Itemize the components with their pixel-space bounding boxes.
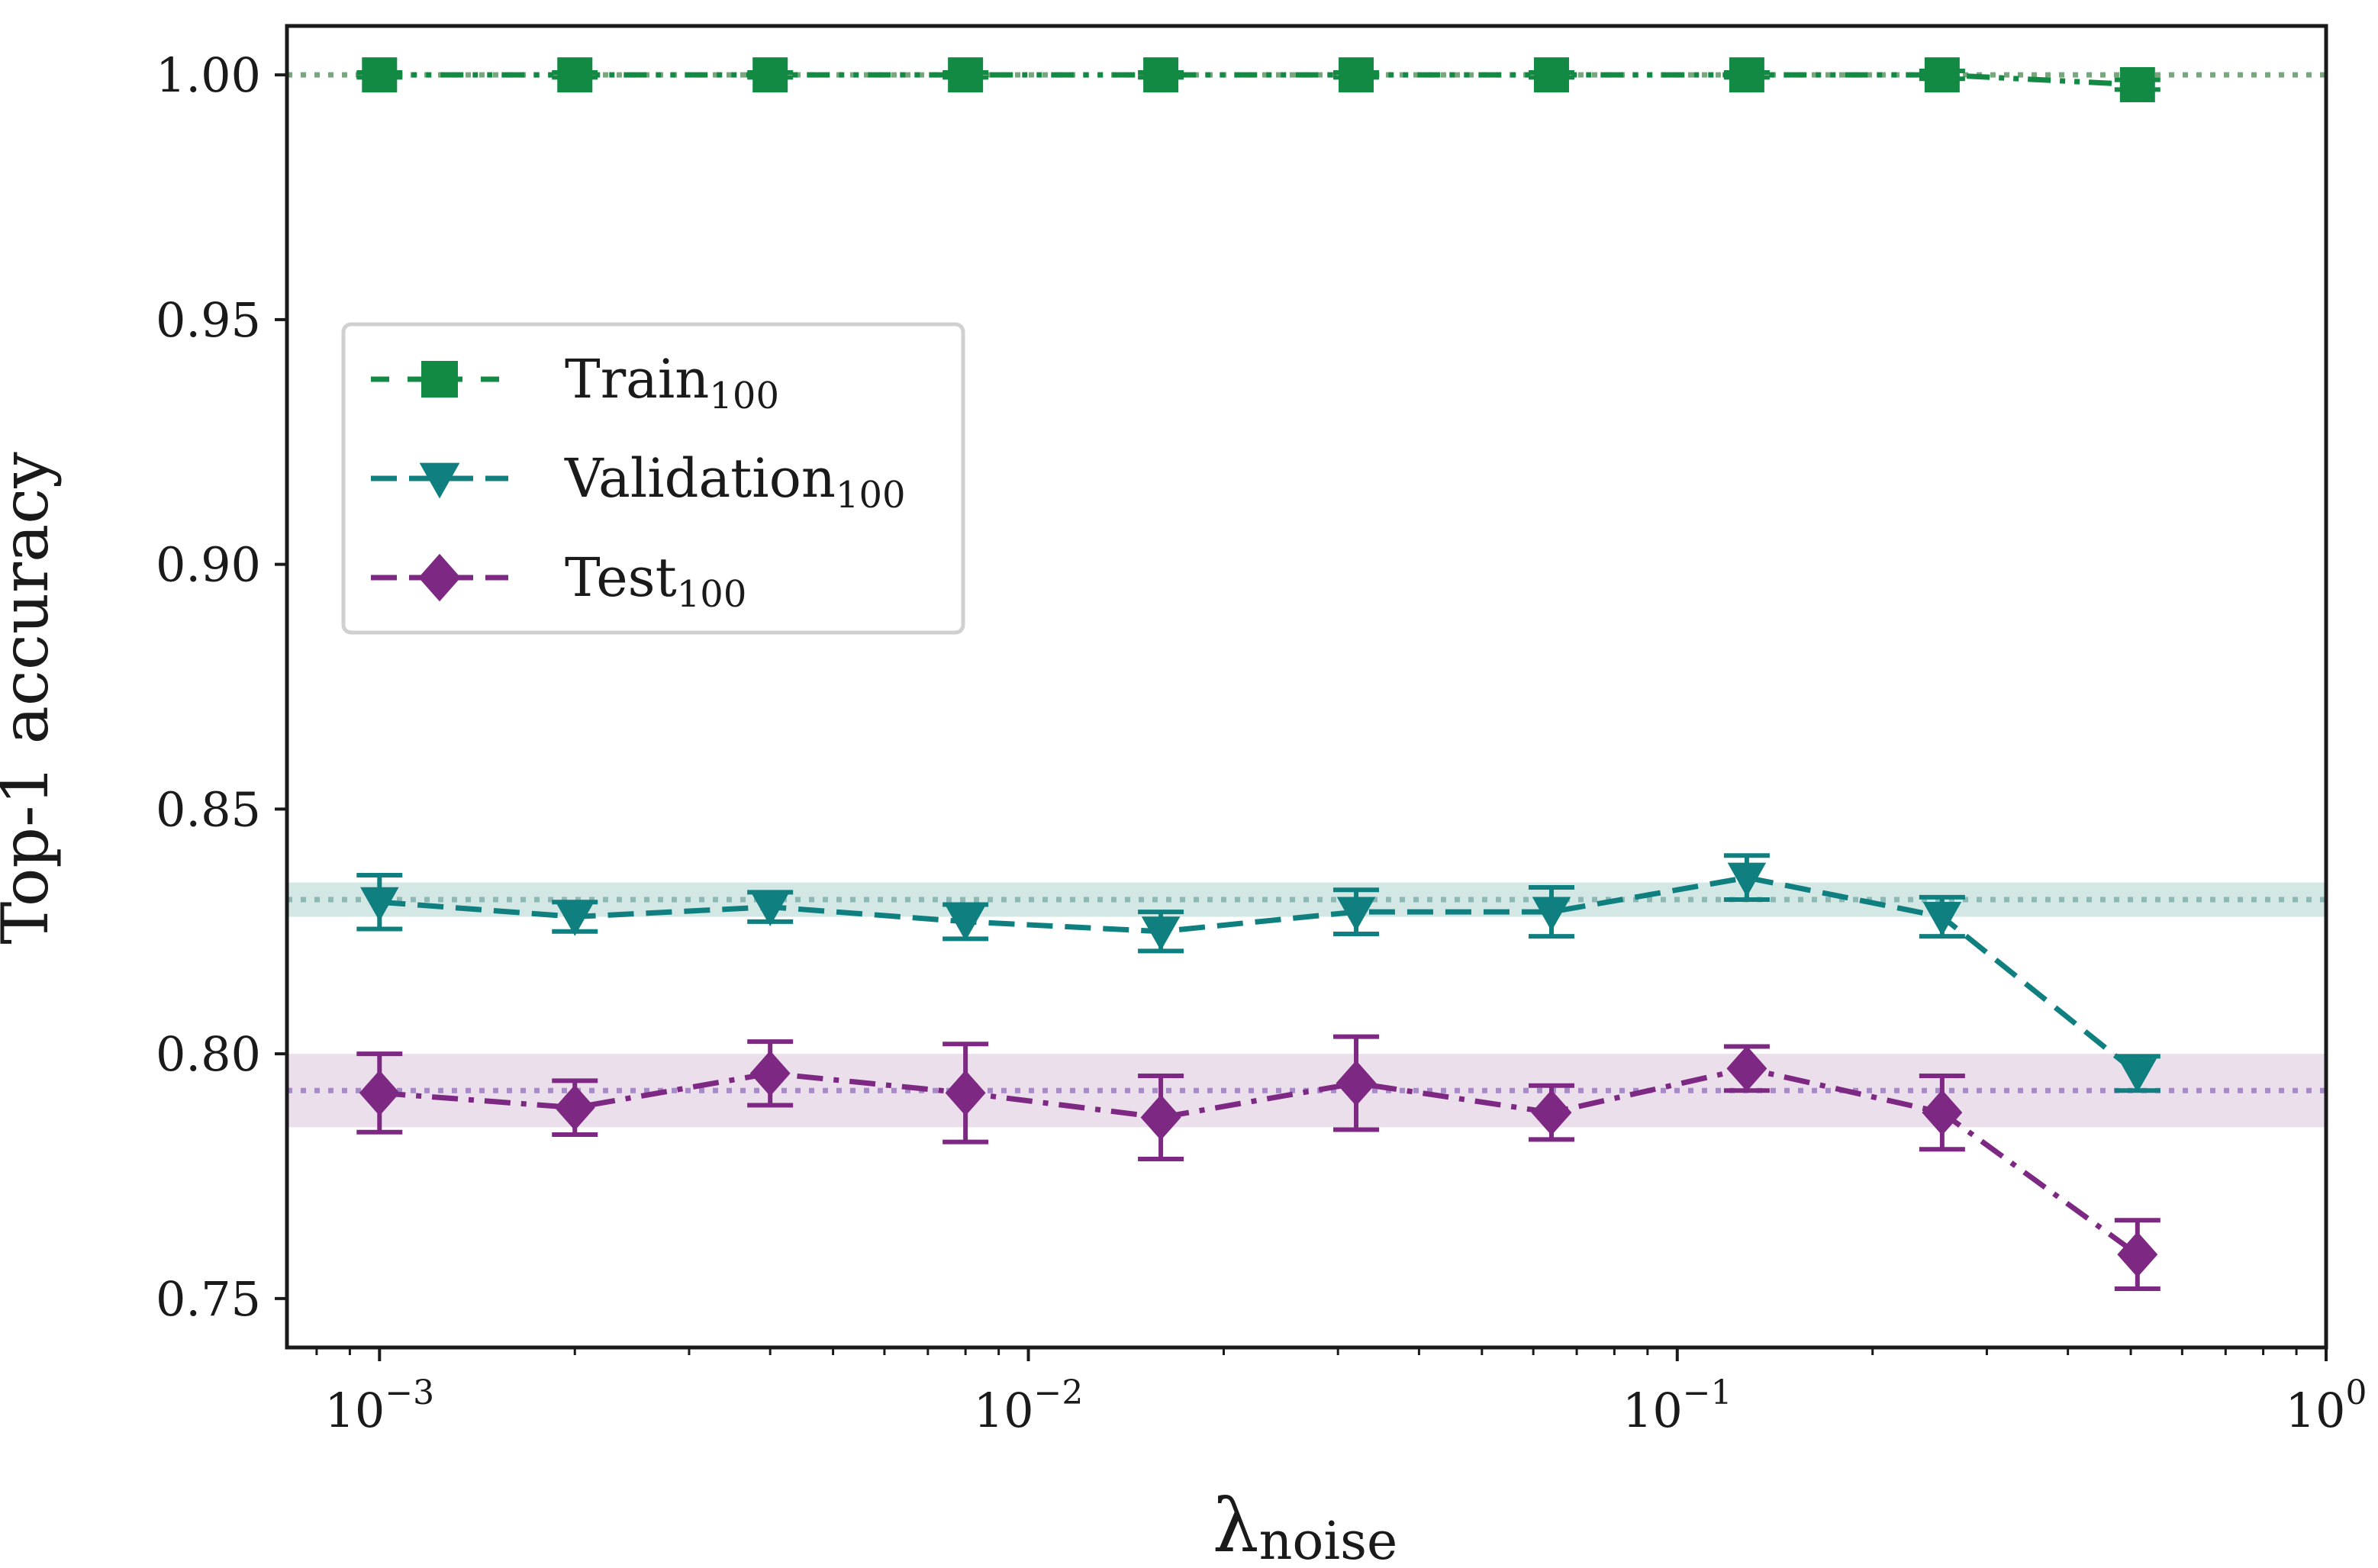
y-tick-label: 0.75 [156,1271,261,1327]
data-point-train [1533,57,1569,93]
y-tick-label: 1.00 [156,47,261,103]
legend-box [341,322,965,635]
legend-label-name: Validation [564,447,836,510]
data-point-validation [750,892,790,926]
series-test [356,1034,2160,1292]
legend-label-train: Train100 [565,348,779,417]
data-point-test [945,1070,986,1116]
data-point-validation [2118,1058,2157,1093]
data-point-train [948,57,984,93]
x-tick-exponent: −2 [1034,1373,1084,1412]
data-point-test [1922,1090,1963,1135]
data-point-train [1339,57,1374,93]
legend-marker-test [418,553,461,602]
x-axis-title-symbol: λ [1213,1483,1259,1564]
legend-label-subscript: 100 [677,573,747,616]
legend-entry-validation: Validation100 [371,447,906,517]
data-point-test [1140,1094,1181,1141]
data-series [356,57,2160,1292]
series-line-test [379,1065,2139,1257]
data-point-validation [555,901,594,936]
data-point-test [2117,1232,2158,1278]
data-point-test [554,1084,595,1131]
x-tick-base: 10 [974,1383,1034,1438]
legend-label-test: Test100 [565,546,746,616]
y-tick-label: 0.95 [156,292,261,348]
data-point-test [1531,1090,1572,1135]
x-tick-base: 10 [324,1383,385,1438]
data-point-train [557,57,593,93]
legend-entry-test: Test100 [371,546,746,616]
data-point-test [1726,1045,1767,1092]
data-point-train [1729,57,1764,93]
x-tick-label: 100 [2286,1373,2367,1438]
data-point-validation [1727,862,1767,897]
x-tick-base: 10 [2286,1383,2346,1438]
x-axis-title-subscript: noise [1259,1512,1398,1564]
y-tick-label: 0.85 [156,781,261,837]
legend-label-name: Test [565,546,677,609]
legend-label-name: Train [565,348,709,411]
legend-marker-validation [419,462,460,499]
data-point-validation [360,887,399,922]
data-point-train [362,57,398,93]
data-point-validation [1922,901,1962,936]
data-point-train [1924,57,1960,93]
y-tick-label: 0.90 [156,537,261,593]
legend-marker-train [421,361,458,398]
x-tick-exponent: 0 [2345,1373,2367,1412]
data-point-validation [1336,897,1376,932]
data-point-validation [1141,916,1181,951]
x-axis-title: λnoise [1213,1483,1397,1564]
y-tick-label: 0.80 [156,1026,261,1082]
x-tick-exponent: −3 [385,1373,434,1412]
legend-label-subscript: 100 [836,474,906,517]
data-point-test [359,1070,400,1116]
series-validation [356,853,2160,1093]
series-train [356,57,2160,102]
y-axis-title: Top-1 accuracy [0,452,63,945]
legend-label-subscript: 100 [709,375,779,417]
x-tick-label: 10−1 [1622,1373,1732,1438]
x-tick-label: 10−2 [974,1373,1084,1438]
series-line-validation [379,874,2140,1076]
data-point-test [1336,1060,1377,1106]
axis-titles: Top-1 accuracy λnoise [0,452,1397,1568]
data-point-test [749,1050,791,1096]
data-point-train [752,57,788,93]
data-point-train [1143,57,1179,93]
x-tick-exponent: −1 [1683,1373,1732,1412]
series-line-train [379,72,2138,88]
legend-entry-train: Train100 [371,348,779,417]
legend-label-validation: Validation100 [564,447,906,517]
x-tick-base: 10 [1622,1383,1683,1438]
plot-frame [285,24,2328,1350]
data-point-validation [946,906,985,942]
data-point-validation [1532,897,1571,932]
x-tick-label: 10−3 [324,1373,434,1438]
data-point-train [2119,66,2155,102]
